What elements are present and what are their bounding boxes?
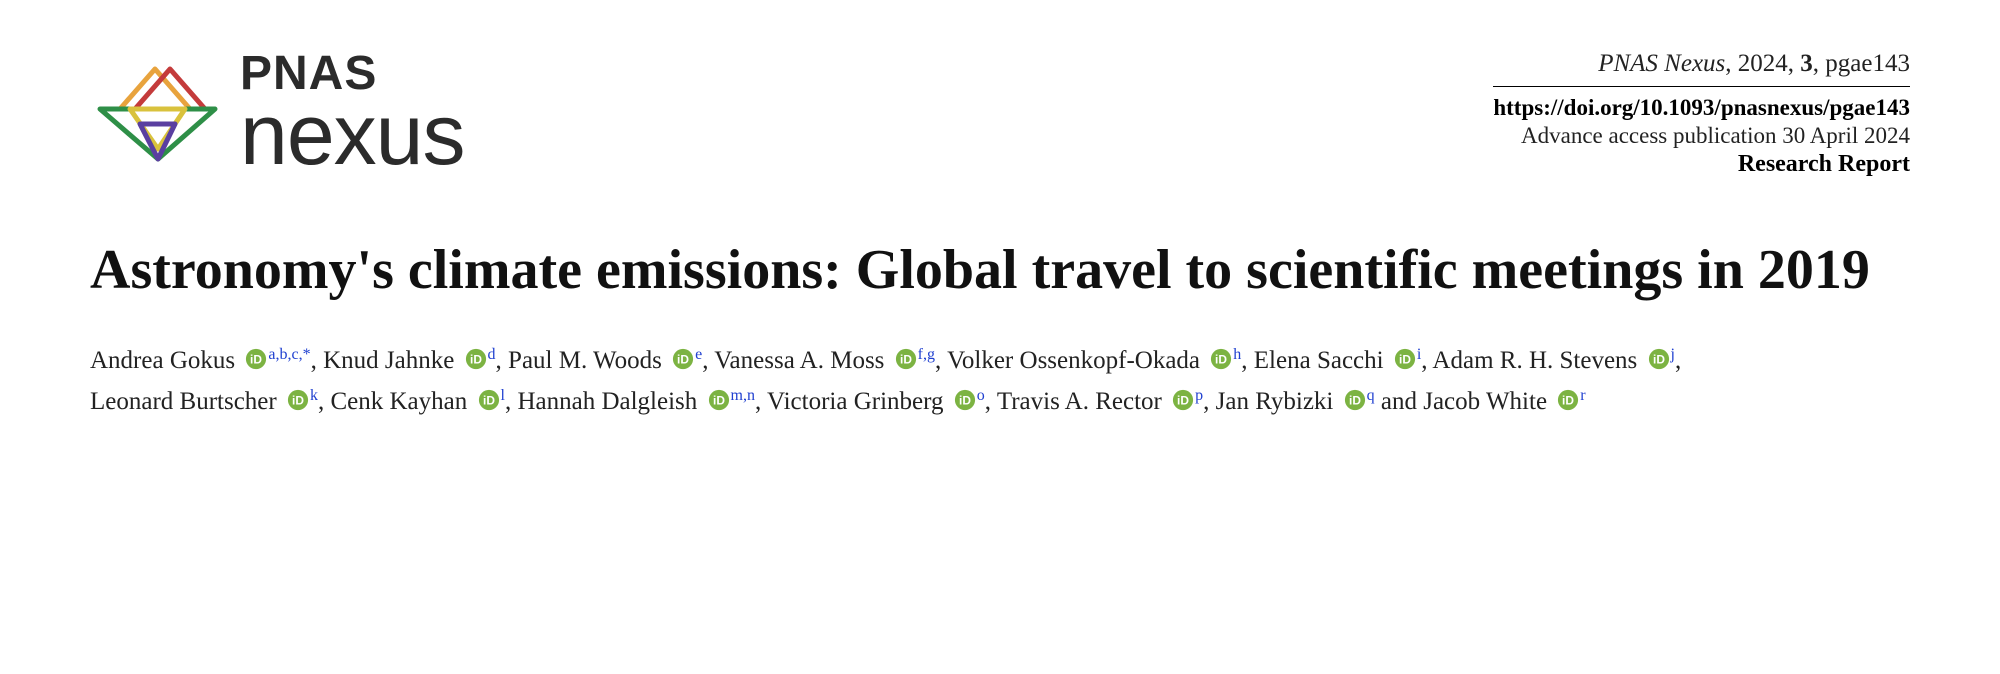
author-affiliation[interactable]: d xyxy=(488,346,496,363)
orcid-icon[interactable]: iD xyxy=(1210,344,1232,383)
orcid-icon[interactable]: iD xyxy=(708,385,730,424)
author-name: Adam R. H. Stevens xyxy=(1432,347,1637,374)
author-name: Vanessa A. Moss xyxy=(714,347,884,374)
publication-meta: PNAS Nexus, 2024, 3, pgae143 https://doi… xyxy=(1493,50,1910,178)
author-separator: , xyxy=(318,388,331,415)
svg-text:iD: iD xyxy=(1562,394,1574,408)
svg-text:iD: iD xyxy=(470,353,482,367)
svg-text:iD: iD xyxy=(959,394,971,408)
article-id: pgae143 xyxy=(1825,50,1910,77)
orcid-icon[interactable]: iD xyxy=(1394,344,1416,383)
author-list: Andrea Gokus iD a,b,c,*, Knud Jahnke iD d,… xyxy=(90,342,1910,424)
journal-logo: PNAS nexus xyxy=(90,50,465,178)
svg-text:iD: iD xyxy=(250,353,262,367)
author: Travis A. Rector iD p xyxy=(997,388,1203,415)
author-separator: , xyxy=(935,347,947,374)
author-separator: , xyxy=(311,347,324,374)
author: Jacob White iD r xyxy=(1423,388,1585,415)
author-affiliation[interactable]: f,g xyxy=(918,346,935,363)
author-name: Knud Jahnke xyxy=(323,347,454,374)
author: Volker Ossenkopf-Okada iDh xyxy=(947,347,1241,374)
svg-text:iD: iD xyxy=(1349,394,1361,408)
author-affiliation[interactable]: p xyxy=(1195,387,1203,404)
author: Paul M. Woods iDe xyxy=(508,347,702,374)
author: Elena Sacchi iDi xyxy=(1254,347,1422,374)
author-separator: , xyxy=(755,388,767,415)
article-title: Astronomy's climate emissions: Global tr… xyxy=(90,238,1910,302)
header-row: PNAS nexus PNAS Nexus, 2024, 3, pgae143 … xyxy=(90,50,1910,178)
author: Andrea Gokus iD a,b,c,* xyxy=(90,347,311,374)
author-affiliation[interactable]: o xyxy=(977,387,985,404)
author-separator: , xyxy=(505,388,518,415)
author: Victoria Grinberg iD o xyxy=(767,388,985,415)
svg-text:iD: iD xyxy=(1215,353,1227,367)
author-separator: , xyxy=(1241,347,1254,374)
volume: 3 xyxy=(1800,50,1813,77)
author: Vanessa A. Moss iD f,g xyxy=(714,347,935,374)
author-name: Jacob White xyxy=(1423,388,1547,415)
orcid-icon[interactable]: iD xyxy=(287,385,309,424)
orcid-icon[interactable]: iD xyxy=(1172,385,1194,424)
citation-line: PNAS Nexus, 2024, 3, pgae143 xyxy=(1493,50,1910,87)
author-name: Hannah Dalgleish xyxy=(517,388,697,415)
author: Leonard Burtscher iD k xyxy=(90,388,318,415)
svg-text:iD: iD xyxy=(677,353,689,367)
orcid-icon[interactable]: iD xyxy=(1344,385,1366,424)
logo-text: PNAS nexus xyxy=(240,50,465,178)
nexus-logo-icon xyxy=(90,54,220,174)
author-affiliation[interactable]: r xyxy=(1580,387,1585,404)
author-separator: , xyxy=(1675,347,1681,374)
journal-name: PNAS Nexus xyxy=(1598,50,1725,77)
orcid-icon[interactable]: iD xyxy=(245,344,267,383)
author-affiliation[interactable]: a,b,c,* xyxy=(268,346,310,363)
logo-nexus-text: nexus xyxy=(240,92,465,178)
author-name: Jan Rybizki xyxy=(1216,388,1334,415)
orcid-icon[interactable]: iD xyxy=(1557,385,1579,424)
access-date: Advance access publication 30 April 2024 xyxy=(1493,123,1910,149)
svg-text:iD: iD xyxy=(1177,394,1189,408)
author: Knud Jahnke iD d xyxy=(323,347,495,374)
svg-text:iD: iD xyxy=(483,394,495,408)
orcid-icon[interactable]: iD xyxy=(672,344,694,383)
orcid-icon[interactable]: iD xyxy=(954,385,976,424)
author: Cenk Kayhan iDl xyxy=(330,388,504,415)
author-name: Paul M. Woods xyxy=(508,347,662,374)
author: Adam R. H. Stevens iDj xyxy=(1432,347,1675,374)
author: Jan Rybizki iD q xyxy=(1216,388,1375,415)
doi-link[interactable]: https://doi.org/10.1093/pnasnexus/pgae14… xyxy=(1493,95,1910,121)
author-separator: , xyxy=(985,388,997,415)
svg-text:iD: iD xyxy=(1653,353,1665,367)
orcid-icon[interactable]: iD xyxy=(1648,344,1670,383)
author-name: Elena Sacchi xyxy=(1254,347,1384,374)
author-affiliation[interactable]: m,n xyxy=(731,387,755,404)
author-separator: , xyxy=(1421,347,1432,374)
author-name: Victoria Grinberg xyxy=(767,388,943,415)
author-name: Andrea Gokus xyxy=(90,347,235,374)
author-separator: , xyxy=(496,347,509,374)
author-separator: , xyxy=(1203,388,1216,415)
orcid-icon[interactable]: iD xyxy=(465,344,487,383)
author-name: Volker Ossenkopf-Okada xyxy=(947,347,1200,374)
author-separator: and xyxy=(1375,388,1424,415)
orcid-icon[interactable]: iD xyxy=(478,385,500,424)
svg-text:iD: iD xyxy=(900,353,912,367)
author-separator: , xyxy=(702,347,714,374)
author-name: Leonard Burtscher xyxy=(90,388,277,415)
svg-text:iD: iD xyxy=(713,394,725,408)
svg-text:iD: iD xyxy=(292,394,304,408)
author-name: Travis A. Rector xyxy=(997,388,1162,415)
author: Hannah Dalgleish iD m,n xyxy=(517,388,755,415)
author-affiliation[interactable]: q xyxy=(1367,387,1375,404)
orcid-icon[interactable]: iD xyxy=(895,344,917,383)
author-affiliation[interactable]: k xyxy=(310,387,318,404)
article-type: Research Report xyxy=(1493,151,1910,178)
svg-text:iD: iD xyxy=(1399,353,1411,367)
pub-year: 2024 xyxy=(1738,50,1788,77)
author-name: Cenk Kayhan xyxy=(330,388,467,415)
